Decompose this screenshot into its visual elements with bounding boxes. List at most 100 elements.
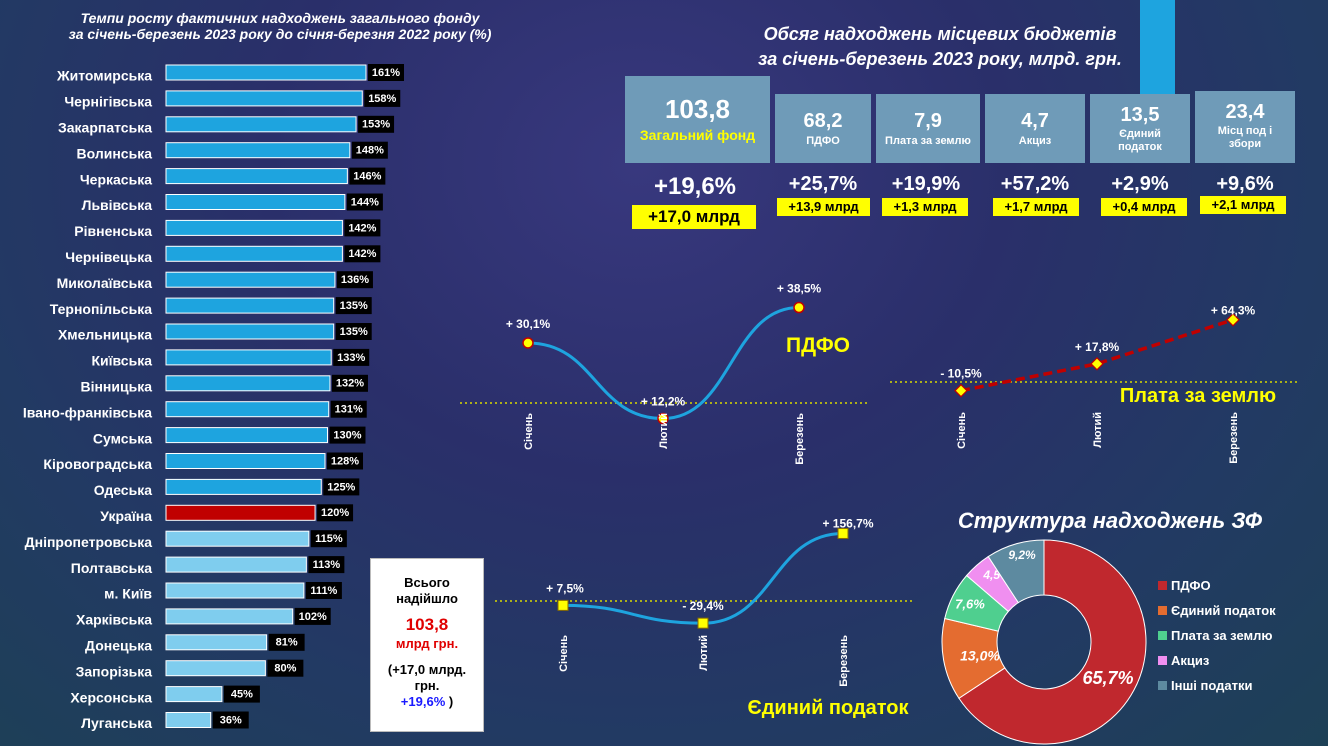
region-label: Черкаська bbox=[80, 171, 152, 187]
value-label: 120% bbox=[321, 507, 349, 519]
value-label-bg bbox=[349, 167, 386, 185]
mlrd-single-tax: +0,4 млрд bbox=[1101, 198, 1187, 216]
x-tick-label: Лютий bbox=[658, 413, 670, 449]
region-bar bbox=[165, 427, 328, 444]
line-chart-land: - 10,5% Січень + 17,8% Лютий + 64,3% Березень… bbox=[890, 304, 1300, 464]
growth-excise: +57,2% bbox=[1000, 173, 1070, 195]
point-label: + 156,7% bbox=[822, 516, 873, 530]
value-label: 144% bbox=[351, 196, 379, 208]
data-point bbox=[1226, 312, 1240, 327]
value-label: 102% bbox=[299, 611, 327, 623]
series-line bbox=[562, 531, 844, 625]
value-label: 135% bbox=[340, 300, 368, 312]
series-name: ПДФО bbox=[786, 334, 850, 357]
x-tick-label: Березень bbox=[794, 413, 806, 465]
volume-title-line1: Обсяг надходжень місцевих бюджетів bbox=[763, 24, 1117, 44]
total-close: ) bbox=[445, 694, 454, 709]
value-label-bg bbox=[317, 504, 354, 522]
region-label: Донецька bbox=[85, 638, 152, 654]
region-label: Запорізька bbox=[76, 663, 153, 679]
value-label-bg bbox=[329, 426, 366, 444]
point-label: - 10,5% bbox=[940, 367, 982, 381]
tile-value: 7,9 bbox=[914, 110, 942, 132]
value-label-bg bbox=[344, 245, 381, 263]
donut-title: Структура надходжень ЗФ bbox=[958, 508, 1263, 533]
x-tick-label: Лютий bbox=[1092, 412, 1104, 448]
value-label-bg bbox=[336, 271, 373, 289]
mlrd-local-fees: +2,1 млрд bbox=[1200, 196, 1286, 214]
point-label: + 12,2% bbox=[641, 395, 686, 409]
legend-label: Єдиний податок bbox=[1171, 603, 1276, 618]
value-label-bg bbox=[310, 530, 347, 548]
region-bar bbox=[165, 323, 335, 340]
region-bar bbox=[165, 608, 294, 625]
x-tick-label: Січень bbox=[956, 412, 968, 449]
legend-swatch bbox=[1158, 606, 1167, 615]
legend-item: Єдиний податок bbox=[1158, 598, 1328, 623]
value-label: 153% bbox=[362, 119, 390, 131]
legend-swatch bbox=[1158, 581, 1167, 590]
donut-slice bbox=[958, 539, 1147, 745]
line-chart-pdfo: + 30,1% Січень + 12,2% Лютий + 38,5% Березень… bbox=[460, 282, 870, 465]
value-label: 131% bbox=[335, 404, 363, 416]
value-label: 36% bbox=[220, 714, 242, 726]
value-label: 158% bbox=[368, 93, 396, 105]
slice-label: 13,0% bbox=[960, 648, 1000, 664]
region-label: Чернівецька bbox=[65, 249, 152, 265]
value-label-bg bbox=[305, 582, 342, 599]
volume-title: Обсяг надходжень місцевих бюджетів за сі… bbox=[700, 22, 1180, 72]
volume-title-line2: за січень-березень 2023 року, млрд. грн. bbox=[758, 49, 1122, 69]
region-bar bbox=[165, 686, 223, 703]
legend-label: Плата за землю bbox=[1171, 628, 1273, 643]
mlrd-land-fee: +1,3 млрд bbox=[882, 198, 968, 216]
legend-item: Акциз bbox=[1158, 648, 1328, 673]
growth-single-tax: +2,9% bbox=[1111, 173, 1169, 195]
data-point bbox=[522, 337, 534, 349]
mlrd-excise: +1,7 млрд bbox=[993, 198, 1079, 216]
region-label: Чернігівська bbox=[64, 94, 152, 110]
region-label: Дніпропетровська bbox=[25, 534, 153, 550]
region-bar bbox=[165, 375, 331, 392]
region-label: Закарпатська bbox=[58, 120, 152, 136]
slice-label: 9,2% bbox=[1008, 548, 1036, 562]
tile-label: Акциз bbox=[1018, 135, 1052, 147]
bar-chart-title: Темпи росту фактичних надходжень загальн… bbox=[20, 10, 540, 42]
tile-value: 4,7 bbox=[1021, 110, 1049, 132]
bar-title-line1: Темпи росту фактичних надходжень загальн… bbox=[80, 10, 480, 26]
legend-label: ПДФО bbox=[1171, 578, 1211, 593]
value-label-bg bbox=[223, 685, 260, 703]
region-label: Київська bbox=[91, 353, 152, 369]
series-name: Плата за землю bbox=[1120, 385, 1276, 407]
value-label: 115% bbox=[315, 533, 343, 545]
value-label-bg bbox=[267, 659, 304, 677]
tile-value: 68,2 bbox=[803, 110, 843, 132]
bar-title-line2: за січень-березень 2023 року до січня-бе… bbox=[68, 26, 492, 42]
region-label: Кіровоградська bbox=[43, 456, 152, 472]
total-line1: Всього bbox=[404, 575, 450, 590]
tile-pdfo: 68,2 ПДФО bbox=[775, 94, 871, 163]
total-delta-line1: (+17,0 млрд. bbox=[387, 662, 467, 677]
value-label-bg bbox=[212, 711, 249, 729]
value-label-bg bbox=[294, 607, 331, 625]
x-tick-label: Березень bbox=[838, 635, 850, 687]
legend-swatch bbox=[1158, 631, 1167, 640]
region-bar bbox=[165, 64, 367, 81]
region-bar bbox=[165, 634, 268, 651]
data-point bbox=[954, 383, 968, 398]
point-label: + 30,1% bbox=[506, 317, 551, 331]
x-tick-label: Лютий bbox=[698, 635, 710, 671]
region-label: Одеська bbox=[94, 482, 152, 498]
region-bar bbox=[165, 297, 335, 314]
value-label-bg bbox=[327, 452, 364, 470]
value-label: 142% bbox=[348, 222, 376, 234]
region-bar bbox=[165, 219, 343, 236]
value-label-bg bbox=[333, 348, 370, 366]
region-bar bbox=[165, 142, 351, 159]
tile-single-tax: 13,5 Єдиний податок bbox=[1090, 94, 1190, 163]
tile-value: 23,4 bbox=[1225, 101, 1265, 123]
legend-label: Інші податки bbox=[1171, 678, 1253, 693]
value-label-bg bbox=[351, 141, 388, 159]
growth-land-fee: +19,9% bbox=[891, 173, 961, 195]
region-bar bbox=[165, 582, 305, 599]
